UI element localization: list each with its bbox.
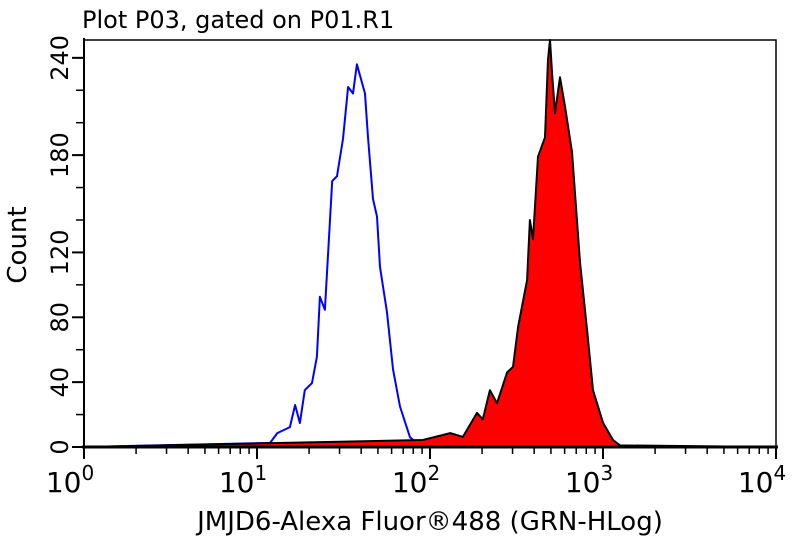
y-tick-label: 240 (46, 35, 74, 81)
x-tick-label: 103 (565, 461, 613, 499)
series-0-outline-histogram (83, 63, 777, 448)
chart-title: Plot P03, gated on P01.R1 (82, 6, 394, 34)
y-tick-label: 40 (46, 367, 74, 398)
ticks-layer: 100 101 102 103 104 0 40 80 120 180 240 (46, 35, 786, 499)
x-tick-label: 101 (219, 461, 267, 499)
y-tick-label: 80 (46, 302, 74, 333)
x-axis-label: JMJD6-Alexa Fluor®488 (GRN-HLog) (195, 507, 663, 537)
y-tick-label: 180 (46, 132, 74, 178)
y-axis-label: Count (3, 206, 33, 283)
x-tick-label: 104 (738, 461, 786, 499)
y-tick-label: 0 (46, 439, 74, 454)
x-tick-label: 102 (392, 461, 440, 499)
y-tick-label: 120 (46, 230, 74, 276)
series-1-filled-histogram (83, 39, 777, 448)
plot-frame (83, 39, 777, 448)
x-tick-label: 100 (46, 461, 94, 499)
series-layer (83, 39, 777, 448)
